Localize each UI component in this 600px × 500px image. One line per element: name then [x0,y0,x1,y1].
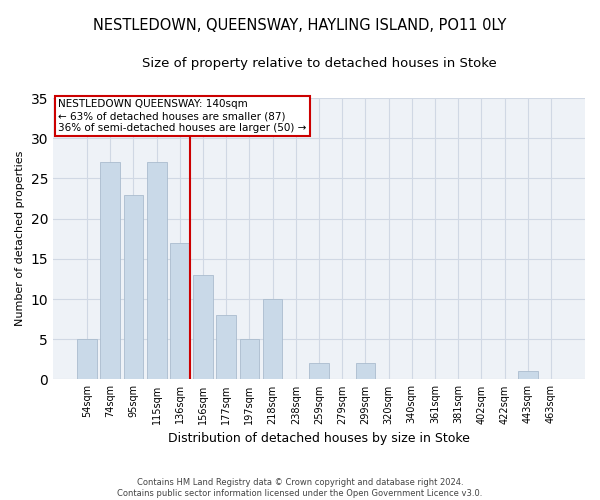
Text: Contains HM Land Registry data © Crown copyright and database right 2024.
Contai: Contains HM Land Registry data © Crown c… [118,478,482,498]
Bar [263,299,283,380]
Bar [217,315,236,380]
Bar [170,243,190,380]
X-axis label: Distribution of detached houses by size in Stoke: Distribution of detached houses by size … [168,432,470,445]
Text: NESTLEDOWN QUEENSWAY: 140sqm
← 63% of detached houses are smaller (87)
36% of se: NESTLEDOWN QUEENSWAY: 140sqm ← 63% of de… [58,100,307,132]
Y-axis label: Number of detached properties: Number of detached properties [15,151,25,326]
Title: Size of property relative to detached houses in Stoke: Size of property relative to detached ho… [142,58,496,70]
Bar [124,194,143,380]
Bar [193,275,213,380]
Text: NESTLEDOWN, QUEENSWAY, HAYLING ISLAND, PO11 0LY: NESTLEDOWN, QUEENSWAY, HAYLING ISLAND, P… [94,18,506,32]
Bar [309,364,329,380]
Bar [239,339,259,380]
Bar [147,162,167,380]
Bar [356,364,375,380]
Bar [100,162,120,380]
Bar [518,372,538,380]
Bar [77,339,97,380]
